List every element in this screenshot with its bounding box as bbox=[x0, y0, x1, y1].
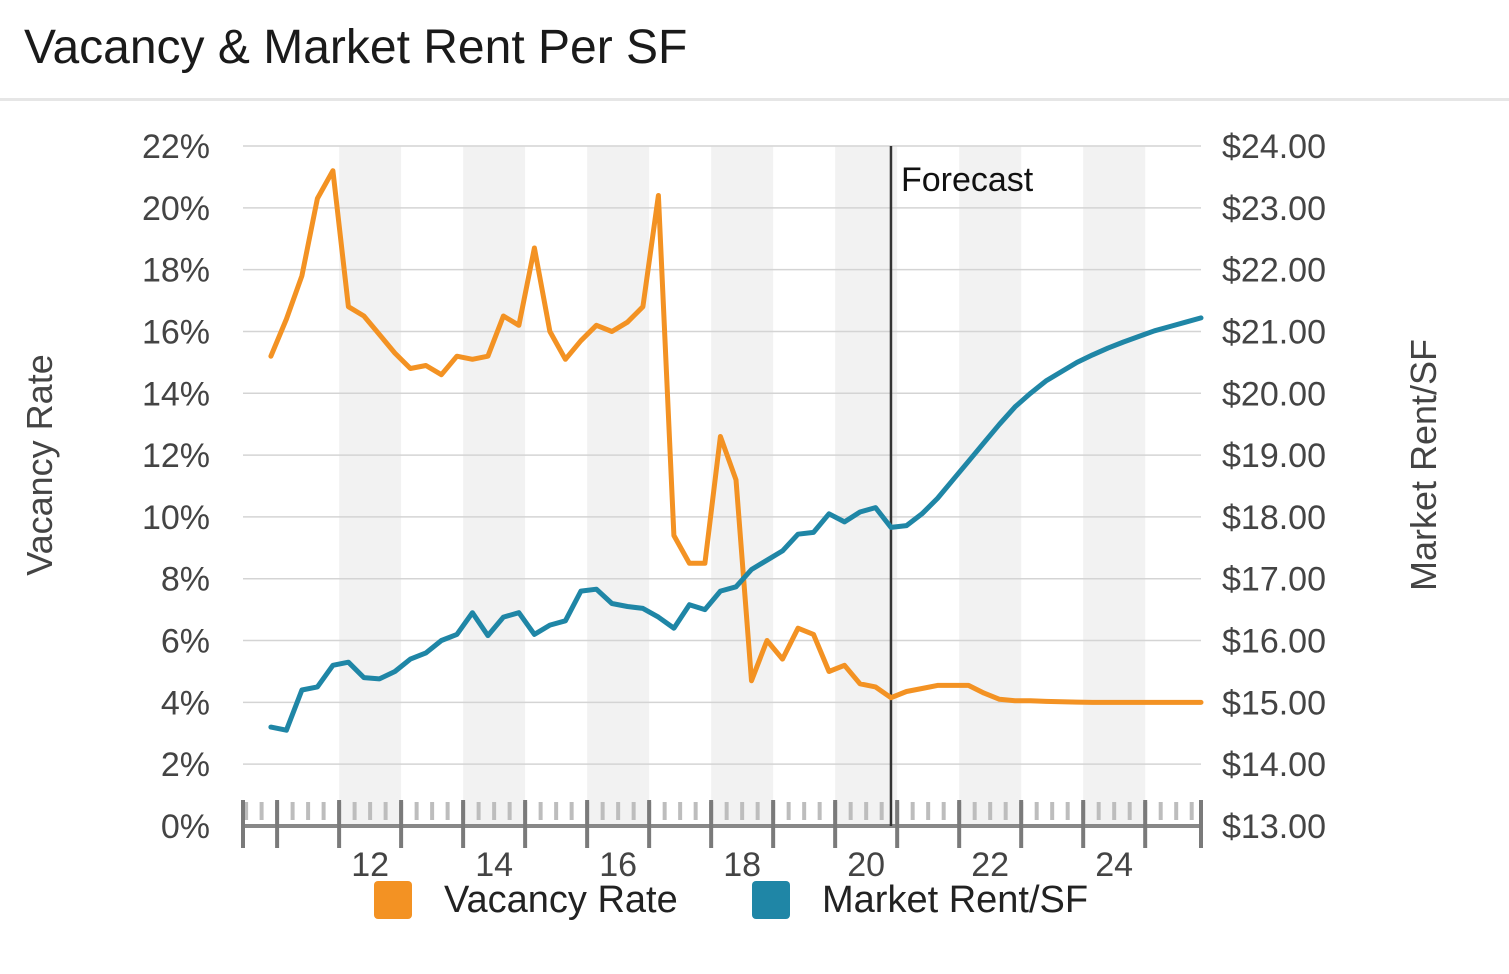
right-tick-label: $23.00 bbox=[1222, 190, 1326, 228]
year-band bbox=[835, 146, 898, 826]
left-tick-label: 12% bbox=[142, 437, 210, 475]
series-lines bbox=[268, 168, 1204, 733]
left-tick-label: 20% bbox=[142, 190, 210, 228]
market-rent-line bbox=[268, 315, 1204, 733]
x-tick-label: 22 bbox=[971, 846, 1009, 884]
left-tick-label: 18% bbox=[142, 252, 210, 290]
left-tick-label: 4% bbox=[161, 684, 210, 722]
left-axis-title: Vacancy Rate bbox=[19, 354, 60, 575]
right-tick-label: $17.00 bbox=[1222, 561, 1326, 599]
vacancy-rate-line bbox=[268, 168, 1204, 705]
left-tick-label: 16% bbox=[142, 313, 210, 351]
right-tick-label: $21.00 bbox=[1222, 313, 1326, 351]
right-axis-title: Market Rent/SF bbox=[1403, 339, 1444, 591]
left-axis-ticks: 0% 2% 4% 6% 8% 10% 12% 14% 16% 18% 20% 22% bbox=[142, 128, 210, 846]
x-tick-label: 20 bbox=[847, 846, 885, 884]
vacancy-swatch-icon bbox=[374, 881, 412, 919]
chart-title: Vacancy & Market Rent Per SF bbox=[24, 21, 688, 74]
year-band bbox=[959, 146, 1022, 826]
right-tick-label: $20.00 bbox=[1222, 375, 1326, 413]
right-tick-label: $24.00 bbox=[1222, 128, 1326, 166]
year-bands bbox=[339, 146, 1146, 826]
left-tick-label: 6% bbox=[161, 623, 210, 661]
legend-label-vacancy: Vacancy Rate bbox=[444, 878, 678, 921]
title-divider bbox=[0, 98, 1509, 101]
year-band bbox=[463, 146, 526, 826]
gridlines bbox=[243, 145, 1201, 828]
left-tick-label: 14% bbox=[142, 375, 210, 413]
left-tick-label: 22% bbox=[142, 128, 210, 166]
rent-swatch-icon bbox=[752, 881, 790, 919]
year-band bbox=[1083, 146, 1146, 826]
right-tick-label: $16.00 bbox=[1222, 623, 1326, 661]
x-tick-label: 16 bbox=[599, 846, 637, 884]
year-band bbox=[711, 146, 774, 826]
x-tick-label: 18 bbox=[723, 846, 761, 884]
left-tick-label: 2% bbox=[161, 746, 210, 784]
left-tick-label: 10% bbox=[142, 499, 210, 537]
x-tick-label: 14 bbox=[475, 846, 513, 884]
right-tick-label: $22.00 bbox=[1222, 252, 1326, 290]
year-band bbox=[339, 146, 402, 826]
x-tick-label: 12 bbox=[351, 846, 389, 884]
right-tick-label: $14.00 bbox=[1222, 746, 1326, 784]
year-band bbox=[587, 146, 650, 826]
legend-item-vacancy: Vacancy Rate bbox=[374, 878, 678, 922]
left-tick-label: 8% bbox=[161, 561, 210, 599]
left-tick-label: 0% bbox=[161, 808, 210, 846]
forecast-label: Forecast bbox=[901, 161, 1034, 199]
legend-label-rent: Market Rent/SF bbox=[822, 878, 1089, 921]
right-tick-label: $18.00 bbox=[1222, 499, 1326, 537]
right-tick-label: $15.00 bbox=[1222, 684, 1326, 722]
x-tick-label: 24 bbox=[1095, 846, 1133, 884]
right-axis-ticks: $13.00 $14.00 $15.00 $16.00 $17.00 $18.00 $19.… bbox=[1222, 128, 1326, 846]
x-axis: 12 14 16 18 20 22 24 bbox=[241, 800, 1203, 884]
legend-item-rent: Market Rent/SF bbox=[752, 878, 1088, 922]
forecast-marker: Forecast bbox=[889, 146, 1034, 826]
right-tick-label: $13.00 bbox=[1222, 808, 1326, 846]
right-tick-label: $19.00 bbox=[1222, 437, 1326, 475]
